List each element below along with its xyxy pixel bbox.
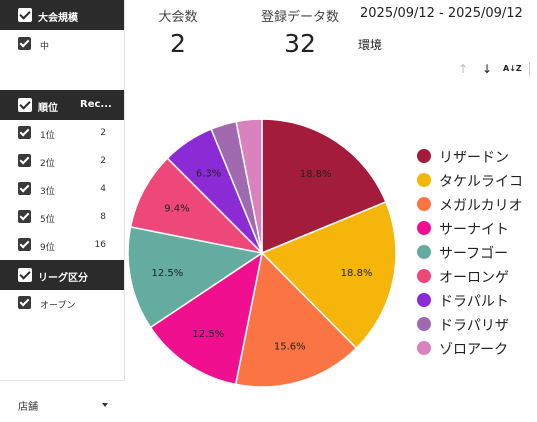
arrow-down-icon[interactable]: ↓ [482, 62, 493, 76]
option-label: 9位 [40, 243, 55, 253]
option-count: 8 [100, 212, 106, 222]
pie-slice-1[interactable] [260, 200, 397, 350]
option-count: 2 [100, 156, 106, 166]
checkbox[interactable] [18, 37, 31, 50]
rank-filter-title: 順位 [38, 103, 58, 114]
kpi-value: 32 [284, 29, 316, 58]
option-label: 1位 [40, 131, 55, 141]
league-filter-title: リーグ区分 [38, 273, 88, 284]
pie-slice-8[interactable] [235, 118, 263, 254]
pie-data-label-6: 6.3% [196, 169, 221, 180]
select-all-checkbox[interactable] [18, 98, 32, 112]
kpi-title: 大会数 [158, 10, 198, 25]
option-label: 2位 [40, 159, 55, 169]
legend-label: ゾロアーク [439, 342, 509, 358]
pie-data-label-3: 12.5% [192, 329, 224, 340]
filter-option-open[interactable]: オープン [0, 293, 124, 313]
legend-swatch [417, 293, 431, 307]
filter-sidebar: 大会規模 中 順位 Rec... 1位 2 2位 2 3位 4 5位 8 9位 … [0, 0, 124, 421]
record-column-header: Rec... [80, 99, 112, 110]
legend-swatch [417, 245, 431, 259]
legend-label: メガルカリオ [439, 198, 523, 214]
rank-filter-header[interactable]: 順位 Rec... [0, 90, 124, 120]
toolbar-divider [529, 62, 530, 76]
checkbox[interactable] [18, 296, 31, 309]
option-label: 中 [40, 42, 50, 52]
legend-label: ドラパルト [439, 294, 509, 310]
pie-data-label-2: 15.6% [274, 341, 306, 352]
pie-data-label-1: 18.8% [341, 268, 373, 279]
kpi-value: 2 [170, 29, 186, 58]
legend-swatch [417, 221, 431, 235]
checkbox[interactable] [18, 154, 31, 167]
scale-filter-header[interactable]: 大会規模 [0, 0, 124, 30]
caret-down-icon [102, 403, 108, 407]
pie-slice-2[interactable] [234, 251, 358, 388]
checkbox[interactable] [18, 210, 31, 223]
pie-slice-6[interactable] [166, 128, 263, 254]
legend-swatch [417, 341, 431, 355]
filter-option-rank-3[interactable]: 3位 4 [0, 179, 124, 199]
kpi-tournament-count: 大会数 2 [140, 6, 216, 58]
option-count: 4 [100, 184, 106, 194]
legend-label: オーロンゲ [439, 270, 509, 286]
pie-slice-0[interactable] [261, 118, 387, 255]
option-count: 2 [100, 128, 106, 138]
checkbox[interactable] [18, 238, 31, 251]
legend-swatch [417, 269, 431, 283]
pie-slice-5[interactable] [129, 157, 265, 255]
store-dropdown-label: 店舗 [18, 402, 38, 413]
select-all-checkbox[interactable] [18, 8, 32, 22]
legend-label: ドラパリザ [439, 318, 509, 334]
kpi-title: 登録データ数 [260, 10, 339, 25]
pie-slice-3[interactable] [149, 251, 264, 386]
pie-data-label-5: 9.4% [164, 203, 189, 214]
checkbox[interactable] [18, 126, 31, 139]
environment-label: 環境 [358, 38, 383, 52]
legend-label: タケルライコ [439, 174, 523, 190]
legend-swatch [417, 197, 431, 211]
filter-option-rank-9[interactable]: 9位 16 [0, 235, 124, 255]
legend-label: リザードン [439, 150, 509, 166]
pie-slice-4[interactable] [127, 226, 264, 329]
option-count: 16 [94, 240, 106, 250]
pie-data-label-0: 18.8% [300, 169, 332, 180]
filter-option-rank-1[interactable]: 1位 2 [0, 123, 124, 143]
legend-label: サーナイト [439, 222, 509, 238]
filter-option-rank-2[interactable]: 2位 2 [0, 151, 124, 171]
kpi-record-count: 登録データ数 32 [240, 6, 360, 58]
legend-swatch [417, 173, 431, 187]
select-all-checkbox[interactable] [18, 268, 32, 282]
arrow-up-icon[interactable]: ↑ [458, 62, 469, 76]
date-range-picker[interactable]: 2025/09/12 - 2025/09/12 [360, 6, 523, 21]
divider [124, 0, 125, 60]
league-filter-header[interactable]: リーグ区分 [0, 260, 124, 290]
filter-option-rank-5[interactable]: 5位 8 [0, 207, 124, 227]
store-dropdown[interactable]: 店舗 [0, 380, 124, 422]
option-label: 3位 [40, 187, 55, 197]
option-label: オープン [40, 301, 76, 311]
option-label: 5位 [40, 215, 55, 225]
pie-slice-7[interactable] [210, 120, 263, 254]
legend-swatch [417, 149, 431, 163]
pie-data-label-4: 12.5% [151, 268, 183, 279]
divider [124, 60, 125, 380]
scale-filter-title: 大会規模 [38, 13, 78, 24]
checkbox[interactable] [18, 182, 31, 195]
filter-option-medium[interactable]: 中 [0, 34, 124, 54]
legend-swatch [417, 317, 431, 331]
legend-label: サーフゴー [439, 246, 509, 262]
sort-az-icon[interactable]: A↓Z [503, 64, 522, 73]
